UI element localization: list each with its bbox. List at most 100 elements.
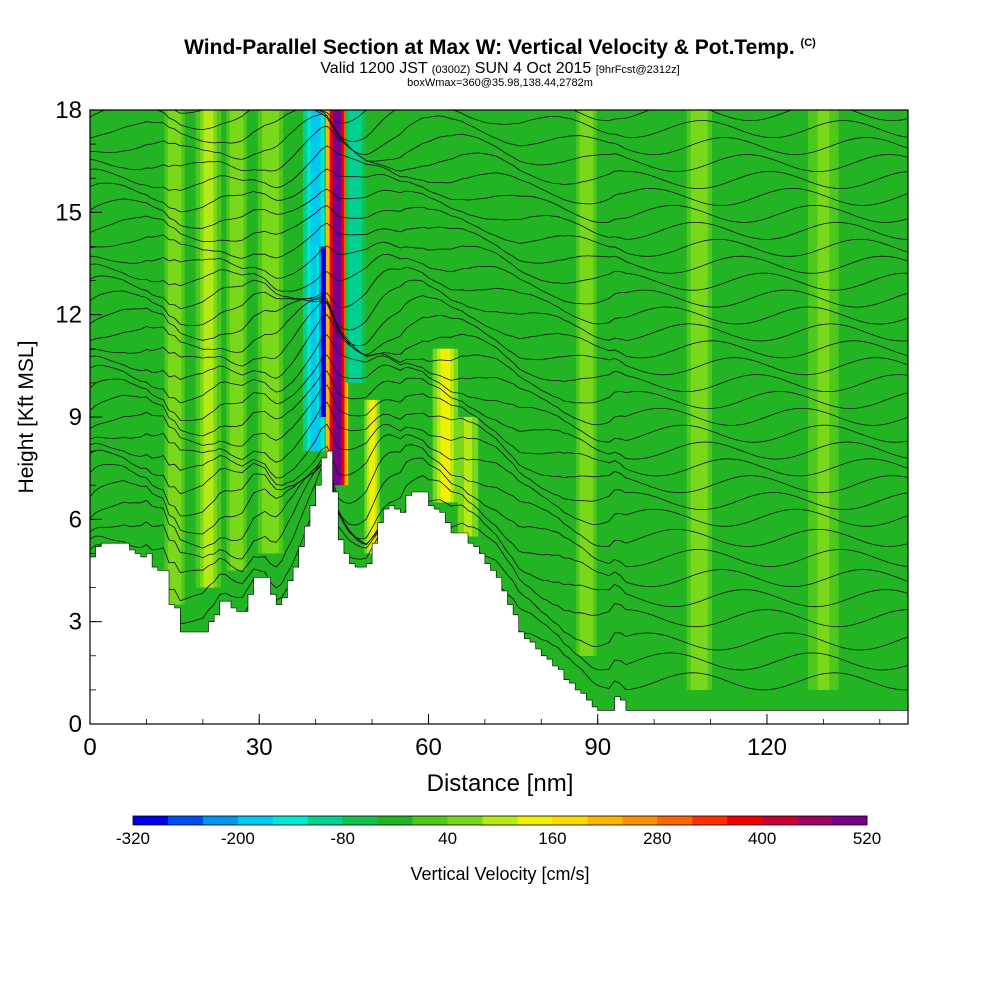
terrain-surface	[90, 450, 908, 724]
velocity-band-0-2	[170, 110, 179, 605]
velocity-band-11-2	[582, 110, 591, 656]
x-axis-label: Distance [nm]	[427, 770, 574, 797]
isentrope-line-4	[90, 458, 908, 608]
velocity-band-8-2	[369, 399, 376, 554]
colorbar-swatch	[342, 816, 378, 825]
colorbar-swatch	[272, 816, 309, 825]
isentrope-line-3	[90, 463, 908, 628]
y-tick-label: 12	[55, 302, 82, 329]
x-tick-label: 30	[246, 734, 273, 761]
isentrope-line-31	[90, 110, 908, 142]
colorbar-swatch	[377, 816, 413, 825]
isentrope-line-26	[90, 168, 908, 223]
colorbar-swatch	[167, 816, 204, 825]
isentrope-line-6	[90, 457, 908, 567]
colorbar-swatch	[482, 816, 518, 825]
isentrope-line-32	[171, 110, 908, 124]
valid-date: SUN 4 Oct 2015	[474, 60, 592, 77]
y-tick-label: 15	[55, 199, 82, 226]
velocity-band-3-2	[265, 110, 276, 554]
colorbar-swatch	[552, 816, 588, 825]
isentrope-line-7	[90, 444, 908, 547]
isentrope-line-10	[90, 401, 908, 494]
isentrope-line-29	[90, 113, 908, 173]
isentrope-line-9	[90, 423, 908, 510]
isentrope-line-17	[90, 295, 908, 376]
colorbar-swatch	[587, 816, 623, 825]
isentrope-line-16	[90, 300, 908, 392]
isentrope-line-30	[90, 110, 908, 156]
y-tick-label: 18	[55, 97, 82, 124]
y-axis-label: Height [Kft MSL]	[15, 341, 38, 494]
colorbar-swatch	[237, 816, 274, 825]
isentrope-line-21	[90, 253, 908, 308]
isentrope-line-33	[90, 68, 908, 104]
isentrope-line-2	[90, 479, 908, 651]
isentrope-line-28	[90, 125, 908, 189]
valid-utc: (0300Z)	[431, 64, 471, 76]
y-tick-label: 6	[69, 506, 82, 533]
chart-subtitle: Valid 1200 JST (0300Z) SUN 4 Oct 2015 [9…	[0, 60, 1000, 78]
copyright-mark: (C)	[800, 37, 816, 49]
colorbar-swatch	[832, 816, 868, 825]
isentrope-line-19	[90, 279, 908, 342]
isentrope-line-23	[90, 222, 908, 274]
colorbar: -320 -200 -80 40 160 280 400 520	[116, 815, 881, 848]
x-tick-label: 120	[747, 734, 787, 761]
velocity-band-6-2	[332, 110, 342, 486]
colorbar-swatch	[692, 816, 728, 825]
y-tick-label: 3	[69, 609, 82, 636]
box-info: boxWmax=360@35.98,138.44,2782m	[407, 77, 593, 89]
colorbar-swatch	[307, 816, 344, 825]
isentrope-line-20	[90, 266, 908, 325]
isentrope-line-22	[90, 241, 908, 291]
colorbar-tick-label: 40	[438, 829, 457, 848]
y-tick-label: 9	[69, 404, 82, 431]
colorbar-swatch	[133, 816, 169, 825]
velocity-band-9-2	[440, 348, 451, 503]
velocity-band-10-2	[464, 417, 472, 537]
isentrope-line-11	[90, 384, 908, 477]
valid-time: Valid 1200 JST	[320, 60, 428, 77]
colorbar-swatch	[657, 816, 693, 825]
colorbar-swatch	[727, 816, 763, 825]
isentrope-line-8	[90, 434, 908, 527]
isentrope-line-14	[90, 334, 908, 426]
colorbar-tick-label: -320	[116, 829, 150, 848]
isentrope-line-24	[90, 205, 908, 257]
isentrope-line-12	[90, 370, 908, 460]
colorbar-swatch	[622, 816, 658, 825]
terrain	[90, 450, 908, 724]
x-tick-label: 60	[415, 734, 442, 761]
colorbar-swatch	[762, 816, 798, 825]
velocity-band-7-2	[351, 110, 360, 383]
colorbar-tick-label: 400	[748, 829, 776, 848]
velocity-band-2-2	[232, 110, 241, 571]
x-tick-label: 0	[83, 734, 96, 761]
colorbar-tick-label: -200	[221, 829, 255, 848]
isentrope-line-34	[90, 53, 908, 87]
velocity-band-5-2	[321, 246, 328, 417]
colorbar-swatch	[797, 816, 833, 825]
isentrope-contours	[90, 53, 908, 691]
colorbar-swatch	[517, 816, 553, 825]
chart-title-text: Wind-Parallel Section at Max W: Vertical…	[184, 36, 795, 59]
isentrope-line-15	[90, 313, 908, 409]
colorbar-swatch	[412, 816, 448, 825]
x-tick-label: 90	[584, 734, 611, 761]
colorbar-label: Vertical Velocity [cm/s]	[410, 864, 589, 884]
axes: 0 30 60 90 120 0 3 6 9 12 15 18	[55, 97, 881, 761]
colorbar-tick-label: 160	[538, 829, 566, 848]
isentrope-line-13	[90, 354, 908, 443]
chart-title: Wind-Parallel Section at Max W: Vertical…	[0, 36, 1000, 60]
colorbar-tick-label: -80	[330, 829, 355, 848]
velocity-band-12-2	[694, 110, 705, 690]
forecast-info: [9hrFcst@2312z]	[595, 64, 680, 76]
isentrope-line-25	[90, 188, 908, 240]
colorbar-tick-label: 280	[643, 829, 671, 848]
isentrope-line-5	[90, 460, 908, 587]
colorbar-swatch	[447, 816, 483, 825]
y-tick-label: 0	[69, 711, 82, 738]
colorbar-frame	[132, 815, 868, 826]
